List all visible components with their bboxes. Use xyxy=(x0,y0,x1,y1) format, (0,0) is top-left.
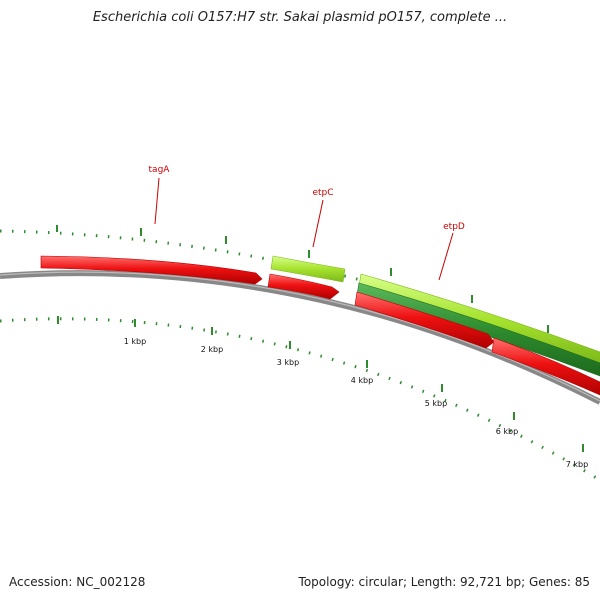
etpD-cds-bar[interactable] xyxy=(356,282,600,377)
accession-info: Accession: NC_002128 xyxy=(9,575,146,589)
tagA-leader-line xyxy=(154,177,160,225)
backbone xyxy=(0,270,600,405)
inner-minor-ticks xyxy=(0,317,600,482)
scale-label-5kbp: 5 kbp xyxy=(425,399,447,408)
etpC-gene-bar[interactable] xyxy=(270,255,346,283)
cds-arrow[interactable] xyxy=(354,291,495,349)
etpD-label[interactable]: etpD xyxy=(443,222,465,232)
page-title: Escherichia coli O157:H7 str. Sakai plas… xyxy=(92,10,508,25)
backbone-ring xyxy=(0,270,600,405)
etpD-leader-line xyxy=(438,232,454,281)
outer-minor-ticks xyxy=(0,229,600,362)
feature-track xyxy=(40,255,600,396)
scale-label-3kbp: 3 kbp xyxy=(277,358,299,367)
etpC-leader-line xyxy=(312,199,324,248)
gene-labels: tagA etpC etpD xyxy=(149,165,465,281)
scale-label-1kbp: 1 kbp xyxy=(124,337,146,346)
inner-scale-track xyxy=(0,316,600,482)
etpC-label[interactable]: etpC xyxy=(312,188,333,198)
scale-label-7kbp: 7 kbp xyxy=(566,460,588,469)
scale-label-4kbp: 4 kbp xyxy=(351,376,373,385)
tagA-cds-arrow[interactable] xyxy=(40,255,263,285)
scale-labels: 1 kbp 2 kbp 3 kbp 4 kbp 5 kbp 6 kbp 7 kb… xyxy=(124,337,588,469)
scale-label-2kbp: 2 kbp xyxy=(201,345,223,354)
outer-tick-track xyxy=(0,225,600,362)
sequence-summary: Topology: circular; Length: 92,721 bp; G… xyxy=(298,575,590,589)
cds-bar[interactable] xyxy=(491,337,600,396)
etpC-cds-arrow[interactable] xyxy=(267,273,340,300)
tagA-label[interactable]: tagA xyxy=(149,165,171,175)
backbone-highlight xyxy=(0,271,600,402)
scale-label-6kbp: 6 kbp xyxy=(496,427,518,436)
